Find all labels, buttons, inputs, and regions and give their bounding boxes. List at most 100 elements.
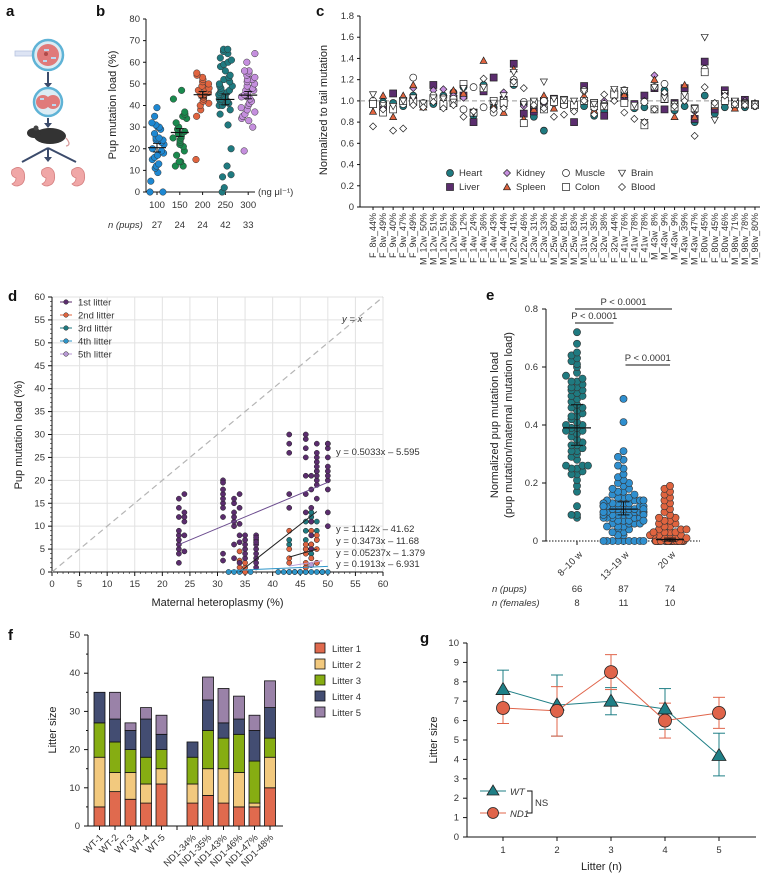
marker-blood [620,108,629,117]
data-point [175,158,183,166]
wt-marker [495,681,511,695]
panel-e-chart: 0 0.2 0.4 0.6 0.8 Normalized pup mutation loa… [489,297,700,609]
legend-label: Litter 3 [332,676,361,687]
marker-brain [590,100,599,109]
fit-line [178,481,329,546]
marker-spleen [389,112,398,120]
pup-icon [41,167,56,187]
n-pups-value: 24 [197,220,208,231]
data-point [236,539,243,546]
bar-segment-litter-2 [93,756,106,808]
legend-label: 4th litter [78,337,112,348]
y-axis-label: Normalized to tail mutation [318,45,330,175]
data-point [176,514,182,520]
data-point [286,449,293,456]
y-axis-label: Pup mutation load (%) [107,51,119,160]
marker-colon [369,100,377,108]
y-tick-label: 25 [34,452,45,463]
marker-brain [479,83,488,92]
data-point [682,525,691,534]
x-tick-label: M_22w_46% [519,213,529,265]
x-tick-label: 300 [240,200,256,211]
data-point [302,509,309,516]
marker-blood [519,84,528,93]
data-point [584,461,592,470]
x-tick-label: F_80w_45% [700,213,710,263]
marker-blood [549,112,558,121]
marker-blood [570,107,579,116]
data-point [573,502,581,511]
data-point [192,156,200,164]
nd1-marker [550,704,564,718]
data-point [275,569,282,575]
data-point [313,546,320,552]
data-point [308,569,315,575]
y-tick-label: 70 [129,36,140,47]
x-axis-label: Litter (n) [581,861,622,873]
fit-line [228,565,328,572]
data-point [176,559,182,566]
marker-liver [570,118,578,126]
marker-spleen [690,112,699,120]
data-point [251,50,259,58]
legend-swatch [314,658,326,670]
marker-spleen [378,91,388,99]
y-tick-label: 10 [69,783,80,794]
marker-blood [710,99,719,108]
legend-marker-kidney [503,169,511,177]
y-tick-label: 10 [129,165,140,176]
y-axis-label-2: (pup mutation/maternal mutation load) [503,332,515,518]
bar-segment-litter-1 [93,806,106,827]
y-tick-label: 20 [129,144,140,155]
legend-label: 5th litter [78,350,112,361]
y-tick-label: 0.8 [341,117,354,128]
data-point [155,134,163,142]
bar-segment-litter-4 [217,722,230,739]
p-value-label: P < 0.0001 [600,297,646,308]
x-tick-label: F_14w_36% [479,213,489,263]
y-tick-label: 60 [129,57,140,68]
bar-segment-litter-5 [202,676,214,701]
marker-heart [700,91,709,100]
y-tick-label: 0 [40,567,45,578]
panel-letter-g: g [420,630,429,647]
mouse-icon [27,125,70,147]
marker-spleen [449,86,458,94]
data-point [178,86,186,94]
legend-marker [63,325,69,331]
data-point [223,162,231,170]
identity-line [51,296,384,573]
data-point [313,518,320,525]
data-point [216,110,224,118]
y-axis-label: Pup mutation load (%) [13,381,25,490]
data-point [153,104,161,112]
data-point [216,54,224,62]
bar-segment-litter-3 [140,756,152,785]
n-females-value: 11 [619,598,629,609]
marker-blood [650,105,659,114]
bar-segment-litter-5 [264,680,276,708]
marker-kidney [439,85,448,94]
bar-segment-litter-3 [233,733,245,773]
data-point [224,121,232,129]
data-point [227,145,235,153]
data-point [236,548,243,555]
marker-blood [750,102,759,111]
marker-brain [620,87,629,95]
data-point [324,440,331,447]
marker-brain [509,69,518,77]
y-tick-label: 0 [135,187,140,198]
data-point [567,511,576,519]
marker-muscle [540,97,548,105]
data-point [324,454,331,461]
marker-spleen [459,89,468,97]
data-point [319,569,326,575]
marker-colon [620,99,629,107]
fit-line [289,560,323,567]
x-tick-label: F_41w_76% [619,213,629,263]
data-point [146,188,154,196]
data-point [324,569,331,575]
legend-label: Litter 2 [332,660,361,671]
marker-liver [700,57,709,66]
